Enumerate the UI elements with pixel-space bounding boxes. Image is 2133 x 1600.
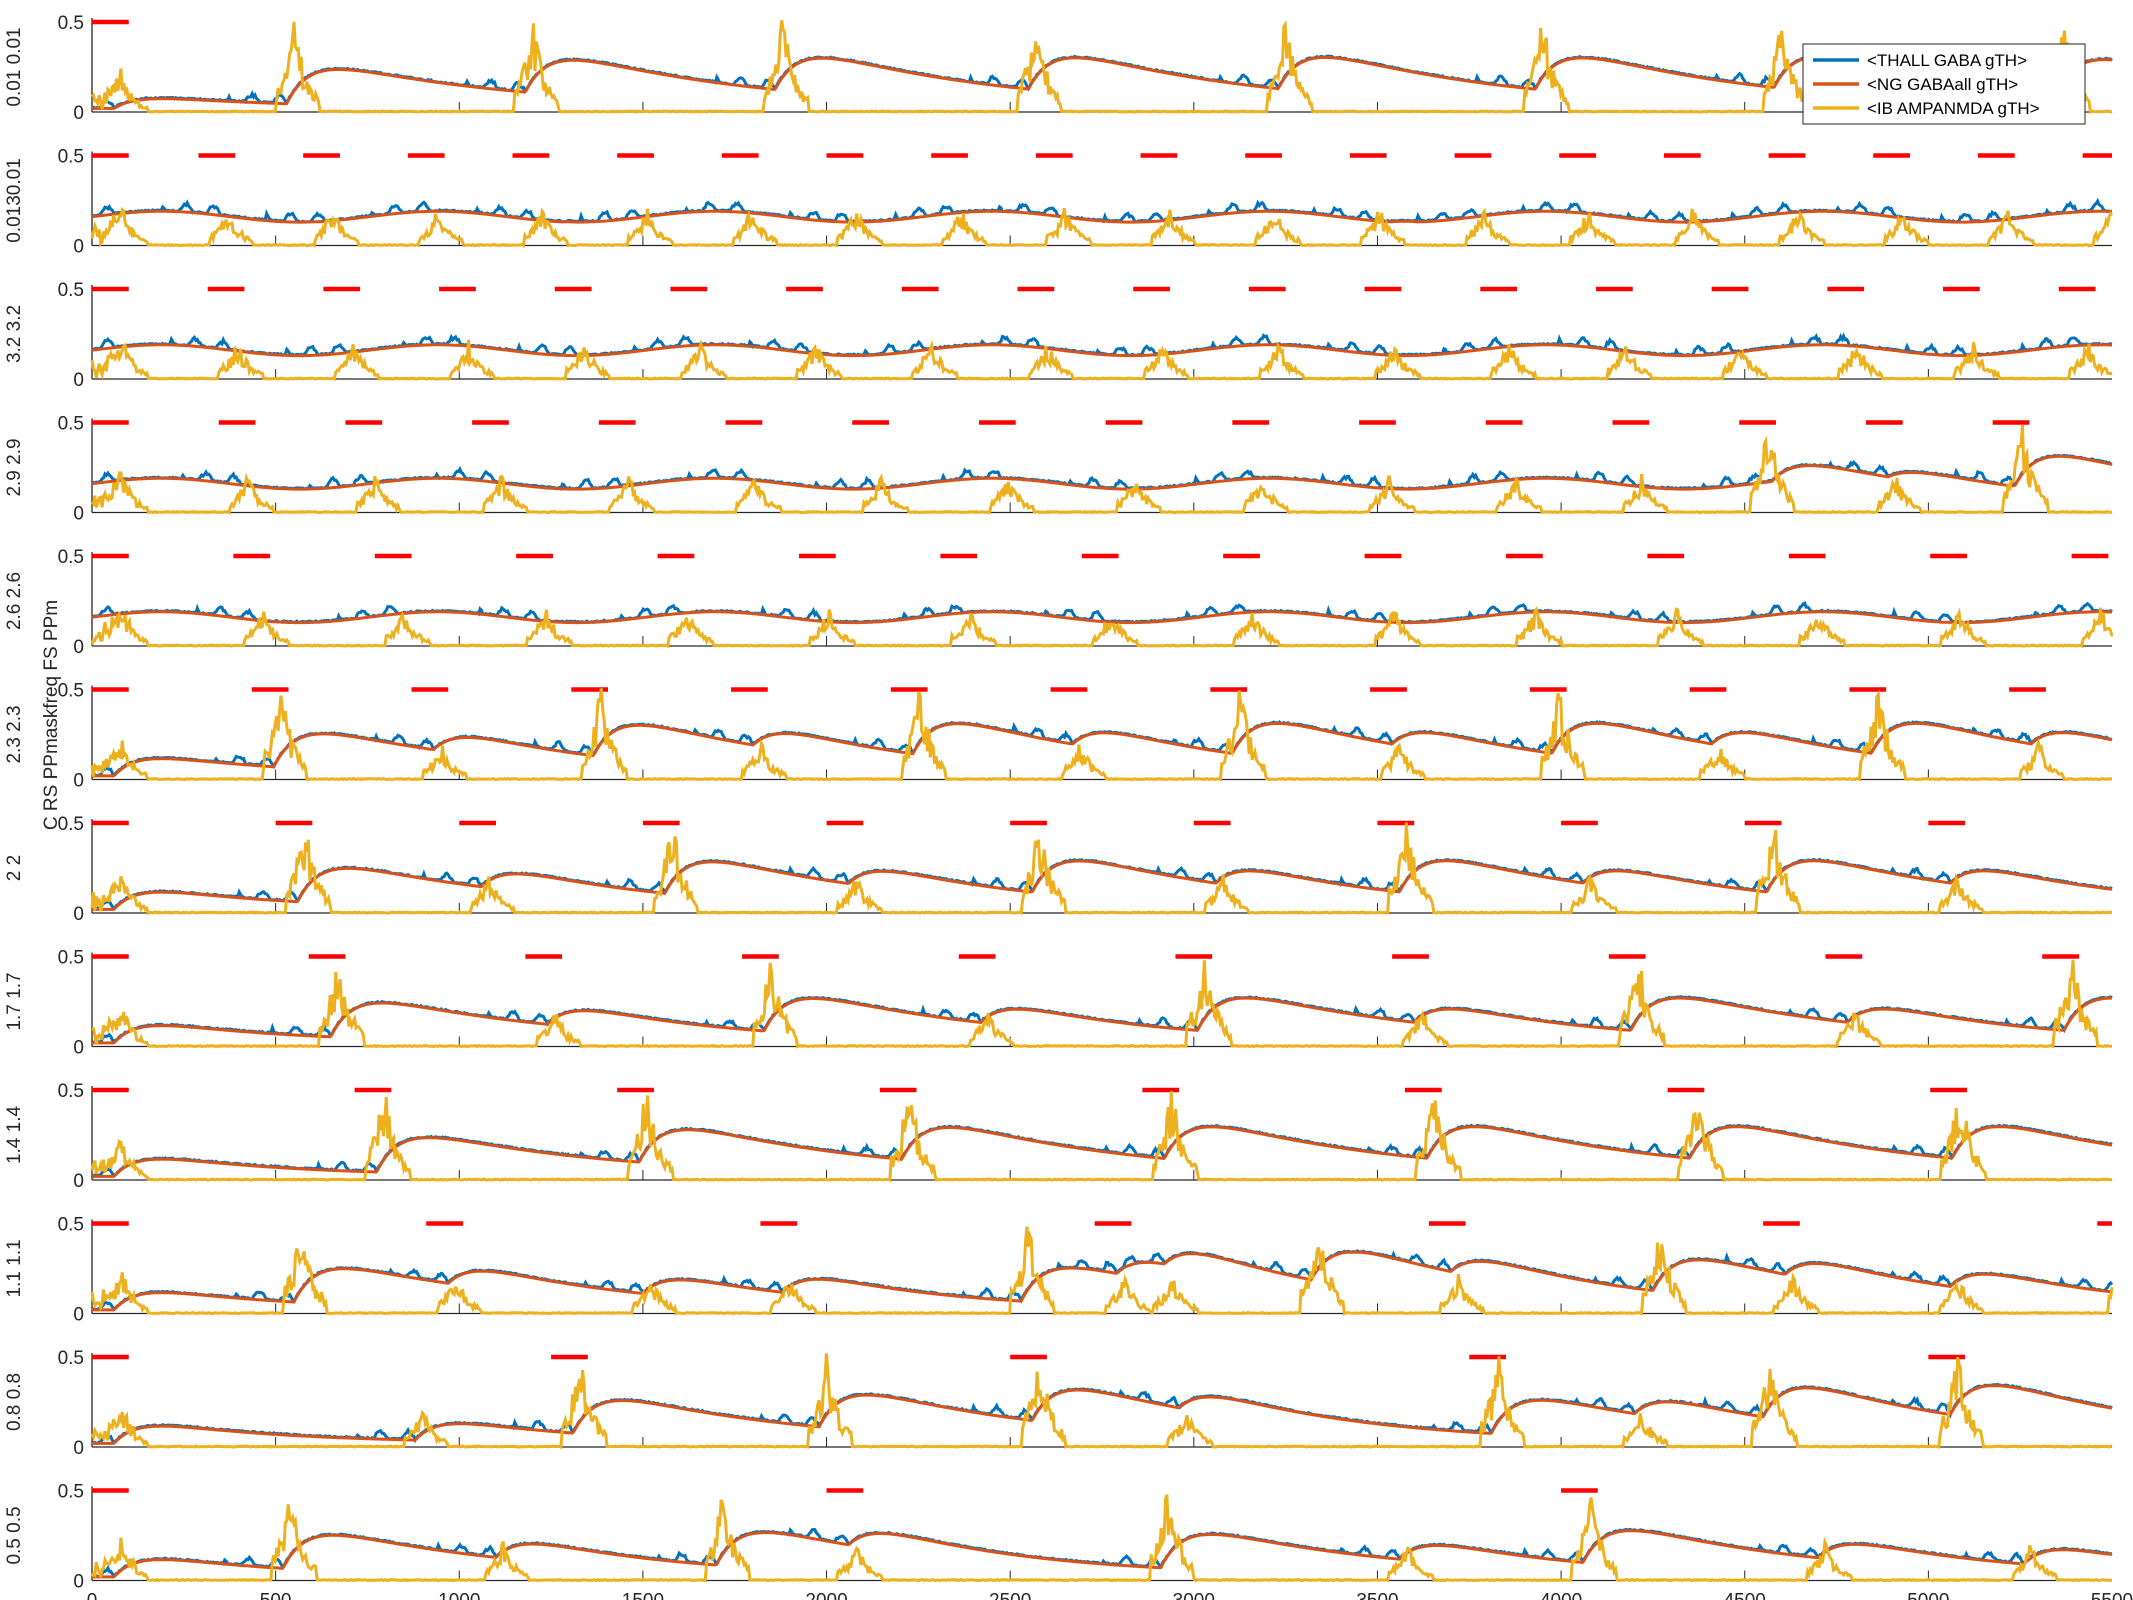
- x-tick-label: 5500: [2091, 1591, 2133, 1600]
- panel-side-label: 2.9 2.9: [4, 438, 25, 496]
- x-axis: 0 500 1000 1500 2000 2500 3000 3500 4000 4500 5000…: [87, 1591, 2133, 1600]
- legend-label: <THALL GABA gTH>: [1867, 51, 2027, 70]
- panel-6: 0 0.5 2.3 2.3: [4, 681, 2113, 792]
- y-tick-label: 0: [73, 103, 84, 124]
- x-tick-label: 5000: [1907, 1591, 1949, 1600]
- series-ib-line: [90, 206, 2114, 249]
- y-tick-label: 0: [73, 1171, 84, 1192]
- panel-side-label: 2.3 2.3: [4, 705, 25, 763]
- series-thall-line: [91, 719, 2113, 778]
- panel-1: 0 0.5 0.01 0.01: [4, 13, 2113, 124]
- series-ng-line: [92, 859, 2113, 911]
- y-tick-label: 0.5: [58, 13, 84, 34]
- x-tick-label: 0: [87, 1591, 98, 1600]
- panel-side-label: 1.4 1.4: [4, 1106, 25, 1165]
- legend: <THALL GABA gTH> <NG GABAall gTH> <IB AMPA…: [1802, 43, 2086, 125]
- y-tick-label: 0.5: [58, 1081, 84, 1102]
- x-tick-label: 2500: [989, 1591, 1031, 1600]
- x-tick-label: 4500: [1724, 1591, 1766, 1600]
- series-ib-line: [90, 20, 2113, 115]
- y-tick-label: 0: [73, 1038, 84, 1059]
- x-tick-label: 3000: [1173, 1591, 1215, 1600]
- legend-label: <IB AMPANMDA gTH>: [1867, 99, 2040, 118]
- y-tick-label: 0.5: [58, 547, 84, 568]
- y-tick-label: 0: [73, 637, 84, 658]
- x-tick-label: 1500: [622, 1591, 664, 1600]
- y-tick-label: 0: [73, 370, 84, 391]
- x-tick-label: 500: [260, 1591, 292, 1600]
- panel-12: 0 0.5 0.5 0.5: [4, 1482, 2113, 1593]
- y-tick-label: 0.5: [58, 414, 84, 435]
- y-tick-label: 0: [73, 1305, 84, 1326]
- panel-side-label: 0.0130.01: [4, 158, 25, 243]
- x-tick-label: 4000: [1540, 1591, 1582, 1600]
- y-tick-label: 0: [73, 237, 84, 258]
- y-tick-label: 0.5: [58, 948, 84, 969]
- panel-side-label: 2 2: [4, 855, 25, 881]
- series-thall-line: [91, 857, 2113, 912]
- series-ib-line: [90, 1091, 2113, 1183]
- series-ng-line: [92, 55, 2113, 110]
- series-ng-line: [92, 1125, 2113, 1178]
- y-tick-label: 0.5: [58, 1348, 84, 1369]
- y-tick-label: 0.5: [58, 280, 84, 301]
- panel-side-label: 2.6 2.6: [4, 572, 25, 630]
- series-ng-line: [92, 1529, 2113, 1579]
- series-ng-line: [91, 343, 2112, 358]
- y-tick-label: 0: [73, 504, 84, 525]
- series-ib-line: [90, 1226, 2114, 1316]
- y-tick-label: 0: [73, 904, 84, 925]
- x-tick-label: 2000: [805, 1591, 847, 1600]
- panel-side-label: 1.1 1.1: [4, 1239, 25, 1297]
- series-ib-line: [90, 338, 2113, 382]
- y-tick-label: 0.5: [58, 1482, 84, 1503]
- x-tick-label: 1000: [438, 1591, 480, 1600]
- series-ib-line: [90, 688, 2113, 782]
- y-tick-label: 0: [73, 1572, 84, 1593]
- x-tick-label: 3500: [1356, 1591, 1398, 1600]
- panel-5: 0 0.5 2.6 2.6: [4, 547, 2114, 658]
- figure-ylabel: C RS PPmaskfreq FS PPm: [41, 600, 62, 830]
- y-tick-label: 0.5: [58, 814, 84, 835]
- panel-side-label: 1.7 1.7: [4, 972, 25, 1030]
- panel-side-label: 0.01 0.01: [4, 27, 25, 106]
- panel-side-label: 0.5 0.5: [4, 1506, 25, 1564]
- series-ng-line: [91, 209, 2112, 224]
- series-ng-line: [92, 1384, 2113, 1445]
- y-tick-label: 0.5: [58, 681, 84, 702]
- series-ng-line: [91, 610, 2112, 625]
- series-ib-line: [90, 606, 2114, 649]
- series-thall-line: [91, 453, 2113, 492]
- y-tick-label: 0.5: [58, 147, 84, 168]
- y-tick-label: 0: [73, 771, 84, 792]
- panel-4: 0 0.5 2.9 2.9: [4, 414, 2113, 525]
- panel-7: 0 0.5 2 2: [4, 814, 2113, 925]
- panels-group: 0 0.5 0.01 0.01 0 0.5 0.0130.01 0 0.5 3.2 3.2 0 0.…: [4, 13, 2114, 1593]
- series-ib-line: [90, 822, 2112, 915]
- series-ng-line: [92, 1250, 2113, 1312]
- series-ng-line: [91, 454, 2113, 491]
- y-tick-label: 0.5: [58, 1215, 84, 1236]
- panel-side-label: 0.8 0.8: [4, 1373, 25, 1431]
- series-ng-line: [92, 721, 2113, 778]
- series-ib-line: [90, 1353, 2113, 1450]
- panel-2: 0 0.5 0.0130.01: [4, 147, 2114, 258]
- series-ib-line: [90, 1494, 2113, 1583]
- series-ng-line: [92, 996, 2113, 1045]
- panel-10: 0 0.5 1.1 1.1: [4, 1215, 2114, 1326]
- panel-9: 0 0.5 1.4 1.4: [4, 1081, 2113, 1192]
- legend-label: <NG GABAall gTH>: [1867, 75, 2018, 94]
- panel-11: 0 0.5 0.8 0.8: [4, 1348, 2113, 1459]
- panel-8: 0 0.5 1.7 1.7: [4, 948, 2113, 1059]
- series-ib-line: [91, 959, 2112, 1049]
- panel-side-label: 3.2 3.2: [4, 305, 25, 363]
- panel-3: 0 0.5 3.2 3.2: [4, 280, 2113, 391]
- series-ib-line: [90, 424, 2113, 515]
- y-tick-label: 0: [73, 1438, 84, 1459]
